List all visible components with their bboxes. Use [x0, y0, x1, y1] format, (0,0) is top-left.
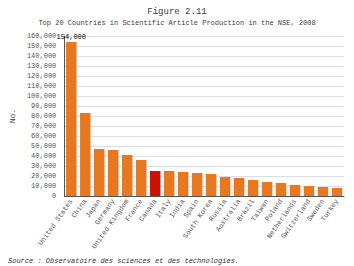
svg-text:90,000: 90,000	[31, 102, 56, 110]
svg-text:Source : Observatoire des scie: Source : Observatoire des sciences et de…	[8, 257, 239, 265]
svg-text:110,000: 110,000	[27, 82, 56, 90]
svg-text:United States: United States	[37, 198, 75, 247]
svg-text:Spain: Spain	[181, 197, 201, 220]
svg-text:40,000: 40,000	[31, 152, 56, 160]
svg-text:0: 0	[52, 192, 56, 200]
svg-text:Poland: Poland	[263, 197, 285, 223]
svg-text:80,000: 80,000	[31, 112, 56, 120]
svg-text:France: France	[123, 197, 145, 223]
svg-text:Turkey: Turkey	[319, 198, 340, 223]
svg-text:150,000: 150,000	[27, 42, 56, 50]
svg-text:Top 20 Countries in Scientific: Top 20 Countries in Scientific Article P…	[38, 19, 315, 27]
svg-text:South Korea: South Korea	[181, 197, 215, 241]
svg-text:130,000: 130,000	[27, 62, 56, 70]
svg-text:140,000: 140,000	[27, 52, 56, 60]
svg-text:30,000: 30,000	[31, 162, 56, 170]
svg-text:Italy: Italy	[153, 197, 173, 220]
svg-text:Brazil: Brazil	[235, 197, 257, 223]
svg-text:Australia: Australia	[214, 197, 243, 234]
svg-text:Taiwan: Taiwan	[249, 197, 271, 223]
svg-text:Figure 2.11: Figure 2.11	[147, 7, 206, 17]
svg-text:50,000: 50,000	[31, 142, 56, 150]
svg-text:No.: No.	[8, 109, 17, 123]
svg-text:Sweden: Sweden	[305, 197, 327, 223]
svg-text:Germany: Germany	[93, 197, 117, 227]
svg-text:United Kingdom: United Kingdom	[90, 198, 130, 251]
svg-text:10,000: 10,000	[31, 182, 56, 190]
svg-text:Switzerland: Switzerland	[279, 197, 313, 241]
svg-text:60,000: 60,000	[31, 132, 56, 140]
svg-text:Canada: Canada	[137, 198, 158, 223]
svg-text:India: India	[167, 197, 187, 220]
svg-text:Russia: Russia	[207, 197, 229, 223]
svg-text:160,000: 160,000	[27, 32, 56, 40]
svg-text:China: China	[69, 197, 89, 220]
svg-text:70,000: 70,000	[31, 122, 56, 130]
svg-text:120,000: 120,000	[27, 72, 56, 80]
svg-text:100,000: 100,000	[27, 92, 56, 100]
svg-text:Japan: Japan	[83, 197, 103, 220]
svg-text:Netherlands: Netherlands	[265, 197, 299, 241]
svg-text:20,000: 20,000	[31, 172, 56, 180]
svg-text:154,000: 154,000	[57, 33, 86, 41]
